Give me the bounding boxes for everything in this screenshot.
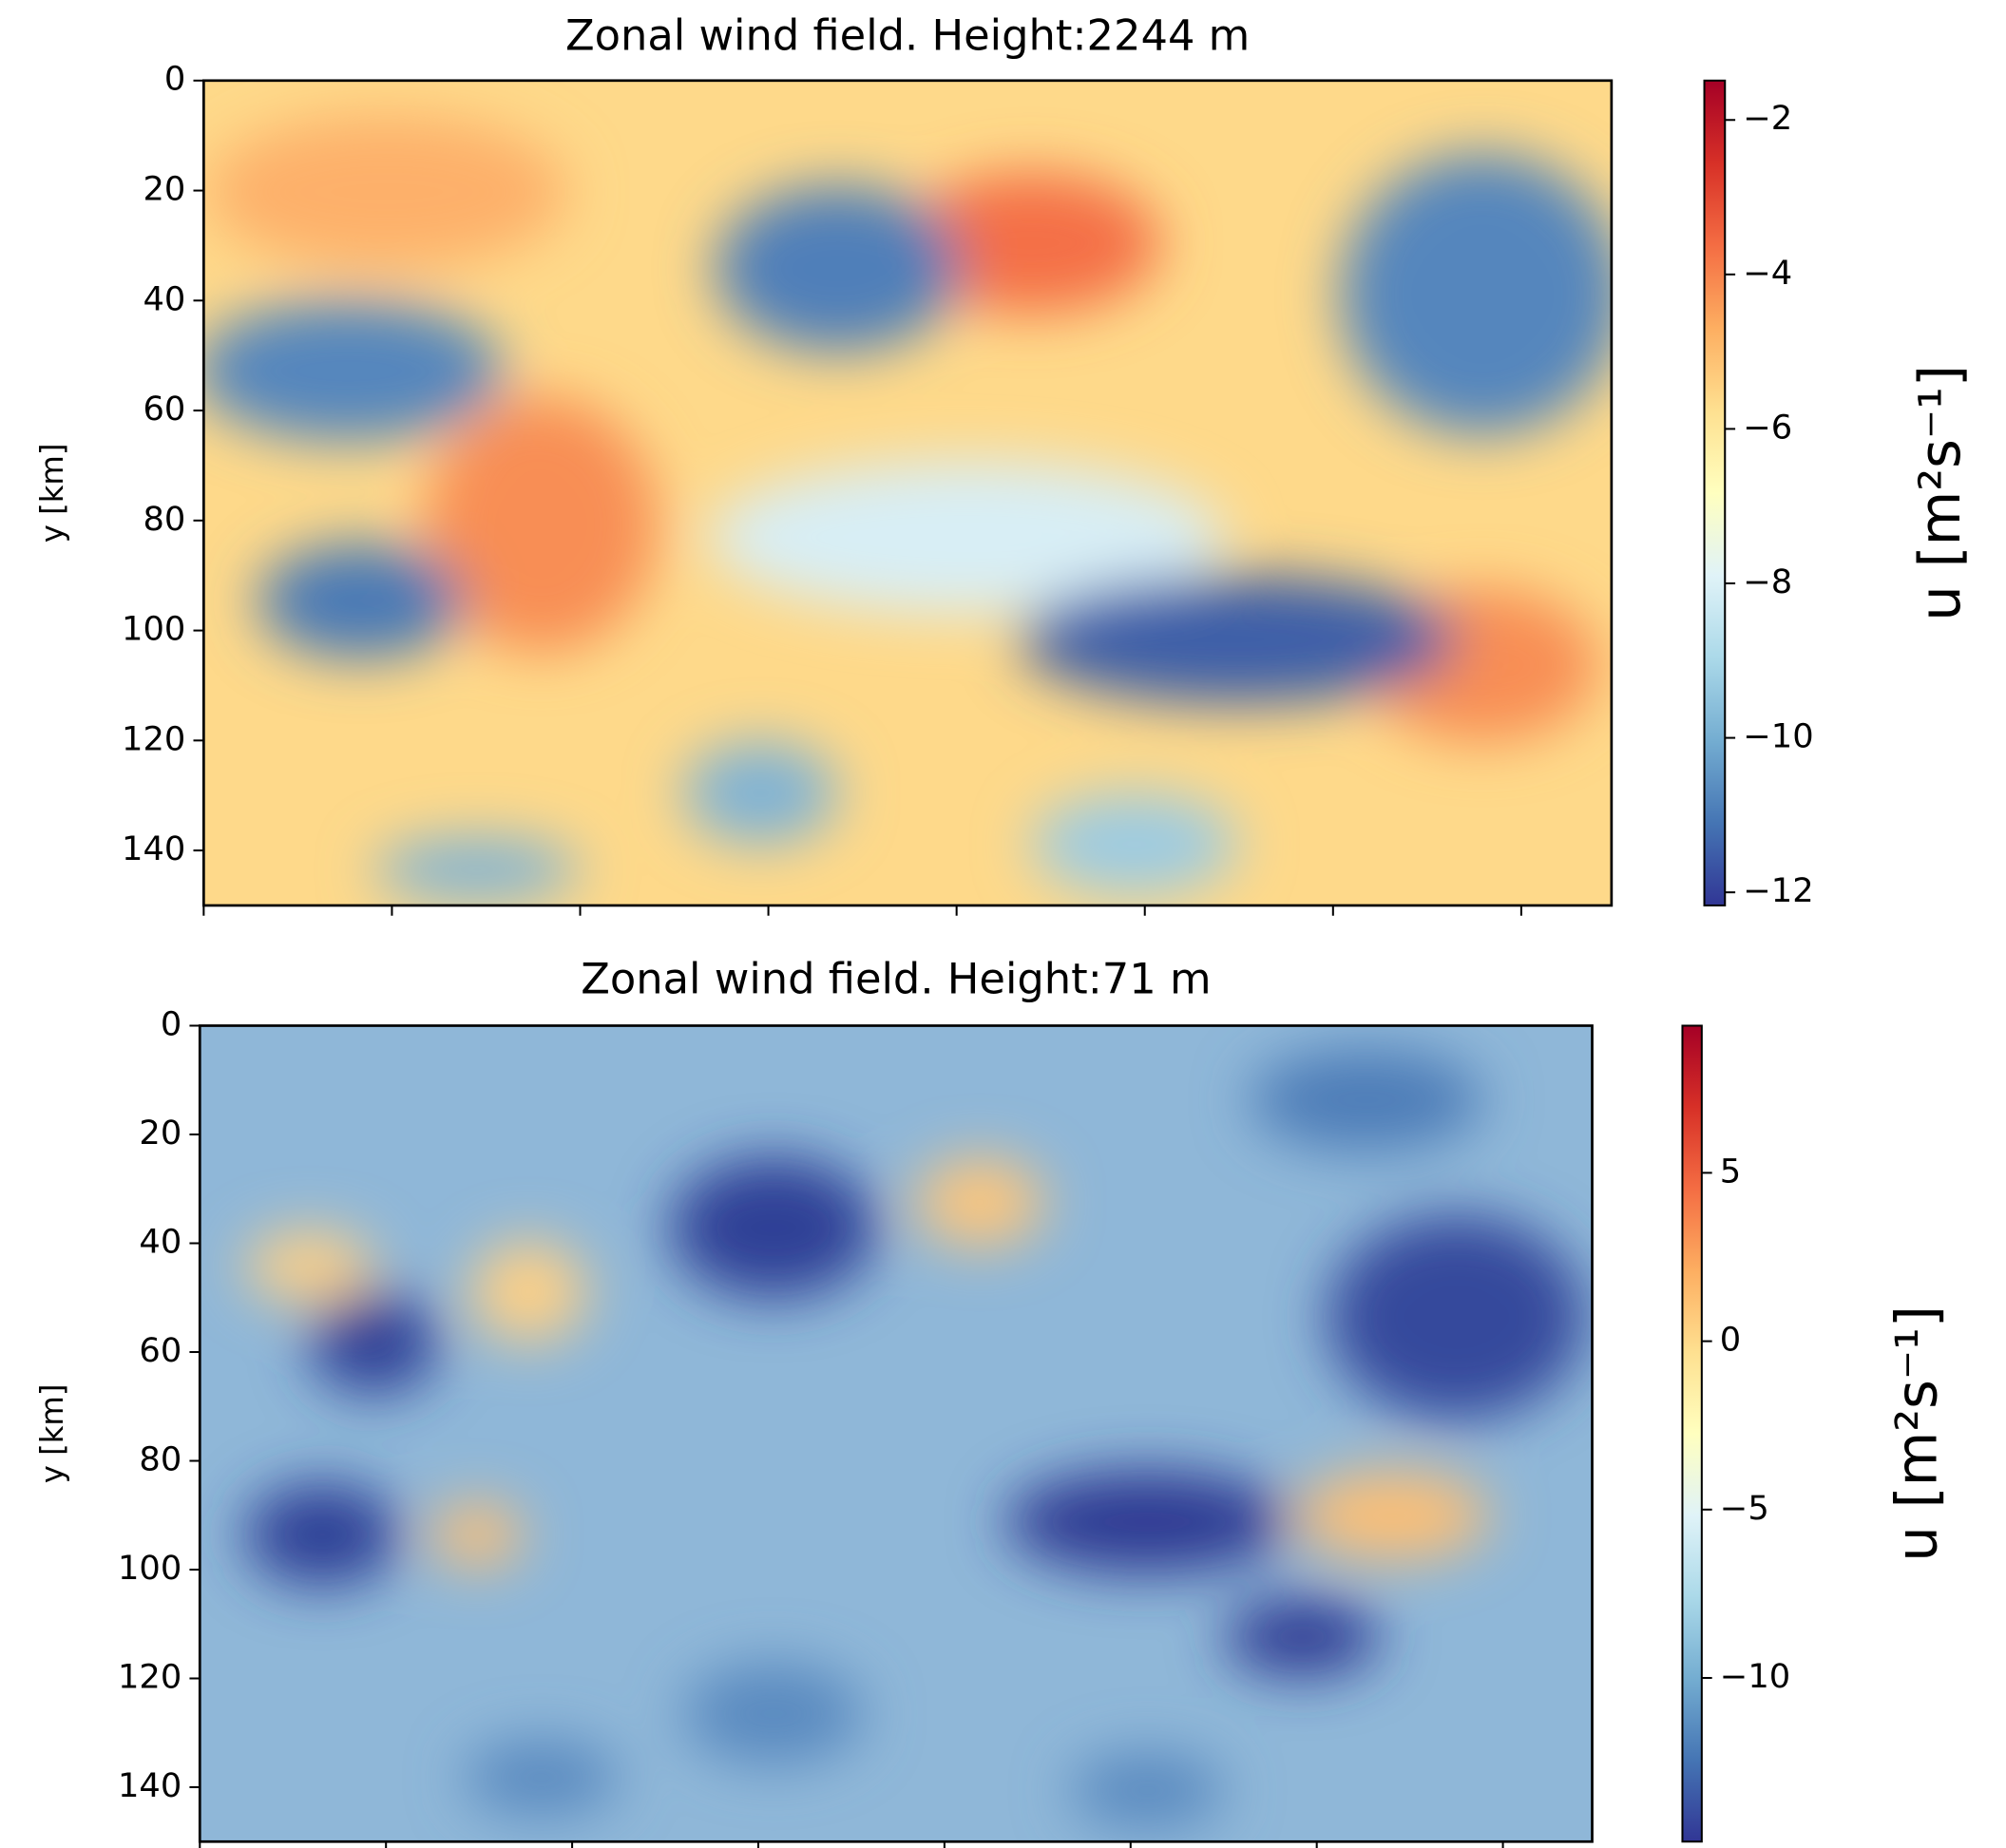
- colorbar-tick-label: −8: [1743, 562, 1792, 601]
- y-tick-label: 120: [122, 719, 185, 758]
- y-axis-label: y [km]: [34, 1384, 70, 1484]
- colorbar-label: u [m²s⁻¹]: [1908, 365, 1974, 621]
- y-tick-label: 140: [122, 829, 185, 868]
- colorbar-tick-label: 5: [1720, 1152, 1741, 1191]
- y-tick-label: 0: [161, 1005, 181, 1044]
- chart-title: Zonal wind field. Height:71 m: [581, 955, 1211, 1004]
- y-tick-label: 20: [139, 1114, 181, 1153]
- y-tick-label: 140: [118, 1766, 181, 1805]
- colorbar-tick-label: −10: [1743, 717, 1813, 756]
- colorbar-tick-label: −10: [1720, 1657, 1790, 1696]
- colorbar: [1681, 1024, 1703, 1843]
- y-tick-label: 0: [164, 60, 185, 99]
- y-tick-label: 20: [143, 170, 185, 209]
- colorbar-label: u [m²s⁻¹]: [1884, 1305, 1950, 1562]
- y-tick-label: 80: [143, 500, 185, 539]
- colorbar-tick-label: −5: [1720, 1489, 1769, 1528]
- colorbar-tick-label: −4: [1743, 254, 1792, 293]
- y-tick-label: 100: [122, 610, 185, 649]
- axes-frame: [198, 1024, 1594, 1843]
- y-tick-label: 40: [139, 1223, 181, 1262]
- y-tick-label: 80: [139, 1440, 181, 1479]
- field: [203, 80, 1612, 905]
- y-tick-label: 100: [118, 1549, 181, 1588]
- y-tick-label: 60: [143, 390, 185, 429]
- y-tick-label: 60: [139, 1331, 181, 1370]
- colorbar-tick-label: 0: [1720, 1321, 1741, 1360]
- colorbar: [1703, 79, 1727, 906]
- chart-title: Zonal wind field. Height:2244 m: [565, 10, 1250, 60]
- colorbar-tick-label: −2: [1743, 99, 1792, 138]
- y-tick-label: 120: [118, 1658, 181, 1697]
- colorbar-tick-label: −6: [1743, 409, 1792, 448]
- y-axis-label: y [km]: [34, 444, 70, 543]
- field: [200, 1025, 1593, 1842]
- axes-frame: [201, 79, 1614, 907]
- y-tick-label: 40: [143, 279, 185, 318]
- colorbar-tick-label: −12: [1743, 871, 1813, 910]
